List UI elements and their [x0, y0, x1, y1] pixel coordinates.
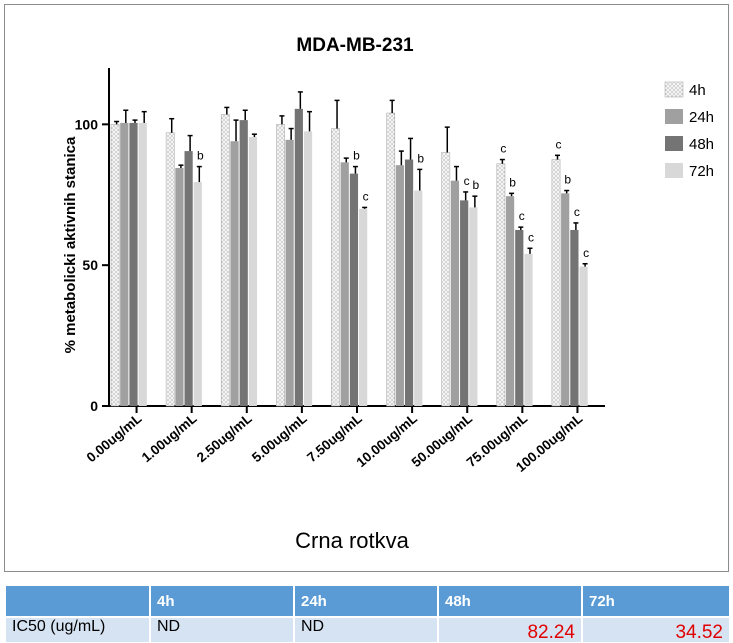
bar-48h-7 — [515, 229, 524, 406]
chart-frame: MDA-MB-231 % metabolicki aktivnih stanic… — [4, 4, 729, 572]
significance-label-48h-7: c — [519, 209, 525, 223]
bar-24h-5 — [395, 165, 404, 406]
significance-label-24h-8: b — [564, 173, 571, 187]
significance-label-72h-5: b — [417, 151, 424, 165]
table-header-24h: 24h — [294, 586, 439, 617]
x-tick-label-0: 0.00ug/mL — [84, 411, 145, 465]
bar-72h-7 — [524, 253, 533, 406]
significance-label-72h-8: c — [583, 246, 589, 260]
significance-label-72h-7: c — [528, 230, 534, 244]
table-row: IC50 (ug/mL) ND ND 82.24 34.52 — [6, 616, 729, 642]
legend-label-72h: 72h — [689, 163, 714, 180]
significance-label-72h-1: b — [197, 149, 204, 163]
x-tick-label-1: 1.00ug/mL — [139, 411, 200, 465]
y-tick-label-0: 0 — [90, 398, 98, 414]
significance-label-48h-4: b — [353, 149, 360, 163]
legend-label-4h: 4h — [689, 82, 706, 99]
bar-72h-2 — [248, 137, 258, 406]
chart-title: MDA-MB-231 — [296, 35, 414, 56]
row-label: IC50 (ug/mL) — [6, 616, 151, 642]
x-tick-label-2: 2.50ug/mL — [194, 411, 255, 465]
legend-swatch-4h — [664, 81, 684, 98]
table-header-4h: 4h — [150, 586, 295, 617]
bar-48h-6 — [460, 200, 469, 406]
bar-4h-1 — [165, 132, 175, 407]
x-axis-label: Crna rotkva — [295, 528, 409, 553]
significance-label-72h-4: c — [363, 189, 369, 203]
significance-label-4h-7: c — [500, 142, 506, 156]
significance-label-4h-8: c — [555, 137, 561, 151]
bar-72h-0 — [138, 122, 147, 407]
significance-label-72h-6: b — [473, 178, 480, 192]
bar-48h-0 — [129, 122, 138, 407]
bar-48h-2 — [239, 120, 248, 406]
legend-label-24h: 24h — [689, 109, 714, 126]
table-header-corner — [6, 586, 151, 617]
bar-72h-6 — [469, 207, 478, 406]
bar-24h-7 — [505, 196, 515, 406]
table-header-48h: 48h — [438, 586, 583, 617]
bar-24h-0 — [120, 122, 129, 407]
significance-label-48h-6: c — [464, 174, 470, 188]
bar-72h-1 — [193, 182, 202, 406]
legend-swatch-48h — [665, 136, 683, 151]
bar-48h-3 — [294, 108, 303, 406]
bar-4h-6 — [441, 152, 451, 407]
bar-48h-4 — [349, 173, 359, 406]
ic50-table: 4h 24h 48h 72h IC50 (ug/mL) ND ND 82.24 … — [6, 586, 729, 642]
bar-4h-5 — [386, 112, 396, 407]
bar-48h-8 — [570, 229, 579, 406]
bar-24h-2 — [230, 141, 239, 406]
bar-4h-3 — [276, 124, 285, 407]
bar-4h-7 — [496, 163, 506, 407]
cell-72h: 34.52 — [582, 616, 729, 642]
bar-72h-3 — [303, 131, 313, 406]
significance-label-24h-7: b — [509, 175, 516, 189]
table-header-72h: 72h — [582, 586, 729, 617]
cell-24h: ND — [294, 616, 439, 642]
bar-24h-6 — [450, 180, 460, 406]
legend: 4h 24h 48h 72h — [664, 81, 714, 180]
bar-4h-0 — [110, 124, 120, 407]
y-tick-label-1: 50 — [82, 257, 98, 273]
bar-24h-3 — [285, 139, 294, 406]
bar-4h-4 — [331, 128, 340, 407]
legend-swatch-72h — [665, 163, 683, 178]
bar-72h-5 — [414, 190, 423, 406]
y-axis-label: % metabolicki aktivnih stanica — [62, 136, 79, 353]
legend-label-48h: 48h — [689, 136, 714, 153]
table-header-row: 4h 24h 48h 72h — [6, 586, 729, 617]
cell-48h: 82.24 — [438, 616, 583, 642]
cell-4h: ND — [150, 616, 295, 642]
bar-48h-5 — [404, 159, 414, 406]
bar-chart: MDA-MB-231 % metabolicki aktivnih stanic… — [62, 35, 714, 553]
bar-24h-1 — [175, 167, 184, 406]
bar-24h-8 — [561, 193, 570, 406]
bar-48h-1 — [184, 151, 193, 406]
bar-4h-2 — [220, 114, 230, 407]
bar-72h-8 — [579, 266, 588, 406]
bar-24h-4 — [340, 162, 349, 406]
x-tick-label-3: 5.00ug/mL — [249, 411, 310, 465]
y-tick-label-2: 100 — [75, 116, 99, 132]
significance-label-48h-8: c — [574, 205, 580, 219]
legend-swatch-24h — [665, 109, 683, 124]
bar-72h-4 — [359, 208, 368, 406]
bar-4h-8 — [551, 159, 561, 407]
